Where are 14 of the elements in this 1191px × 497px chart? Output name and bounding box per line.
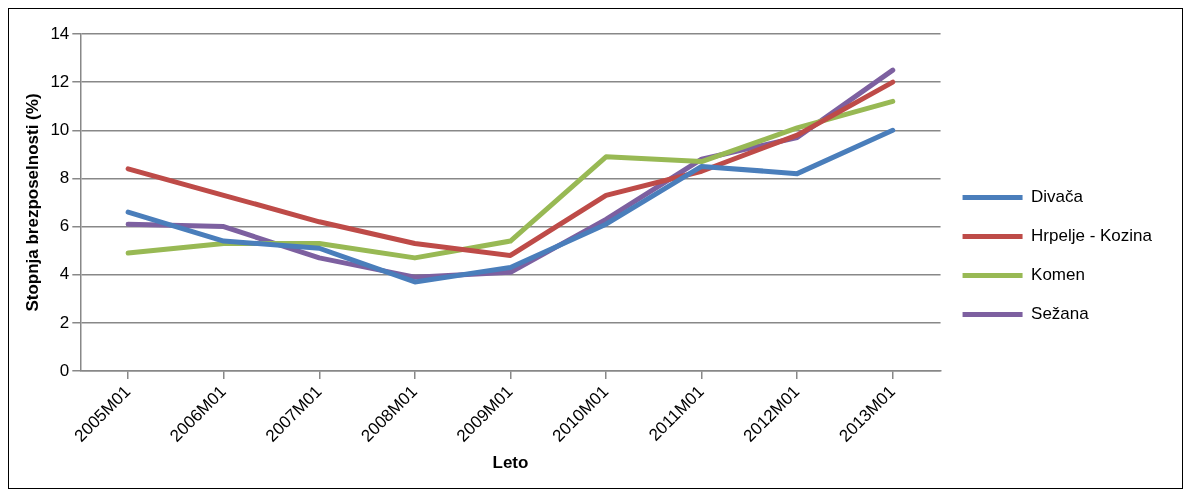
y-axis-title: Stopnja brezposelnosti (%) bbox=[22, 93, 42, 312]
y-tick-label: 10 bbox=[50, 119, 70, 139]
legend-label: Hrpelje - Kozina bbox=[1031, 226, 1153, 246]
y-tick-label: 2 bbox=[59, 312, 70, 332]
y-tick-label: 8 bbox=[59, 168, 70, 188]
y-tick-label: 4 bbox=[59, 264, 70, 284]
legend-label: Komen bbox=[1031, 265, 1085, 285]
legend-label: Divača bbox=[1031, 187, 1084, 207]
legend-label: Sežana bbox=[1031, 304, 1090, 324]
y-tick-label: 0 bbox=[59, 360, 70, 380]
y-tick-label: 6 bbox=[59, 216, 70, 236]
y-tick-label: 14 bbox=[50, 23, 70, 43]
y-tick-label: 12 bbox=[50, 71, 70, 91]
x-axis-title: Leto bbox=[492, 453, 529, 473]
